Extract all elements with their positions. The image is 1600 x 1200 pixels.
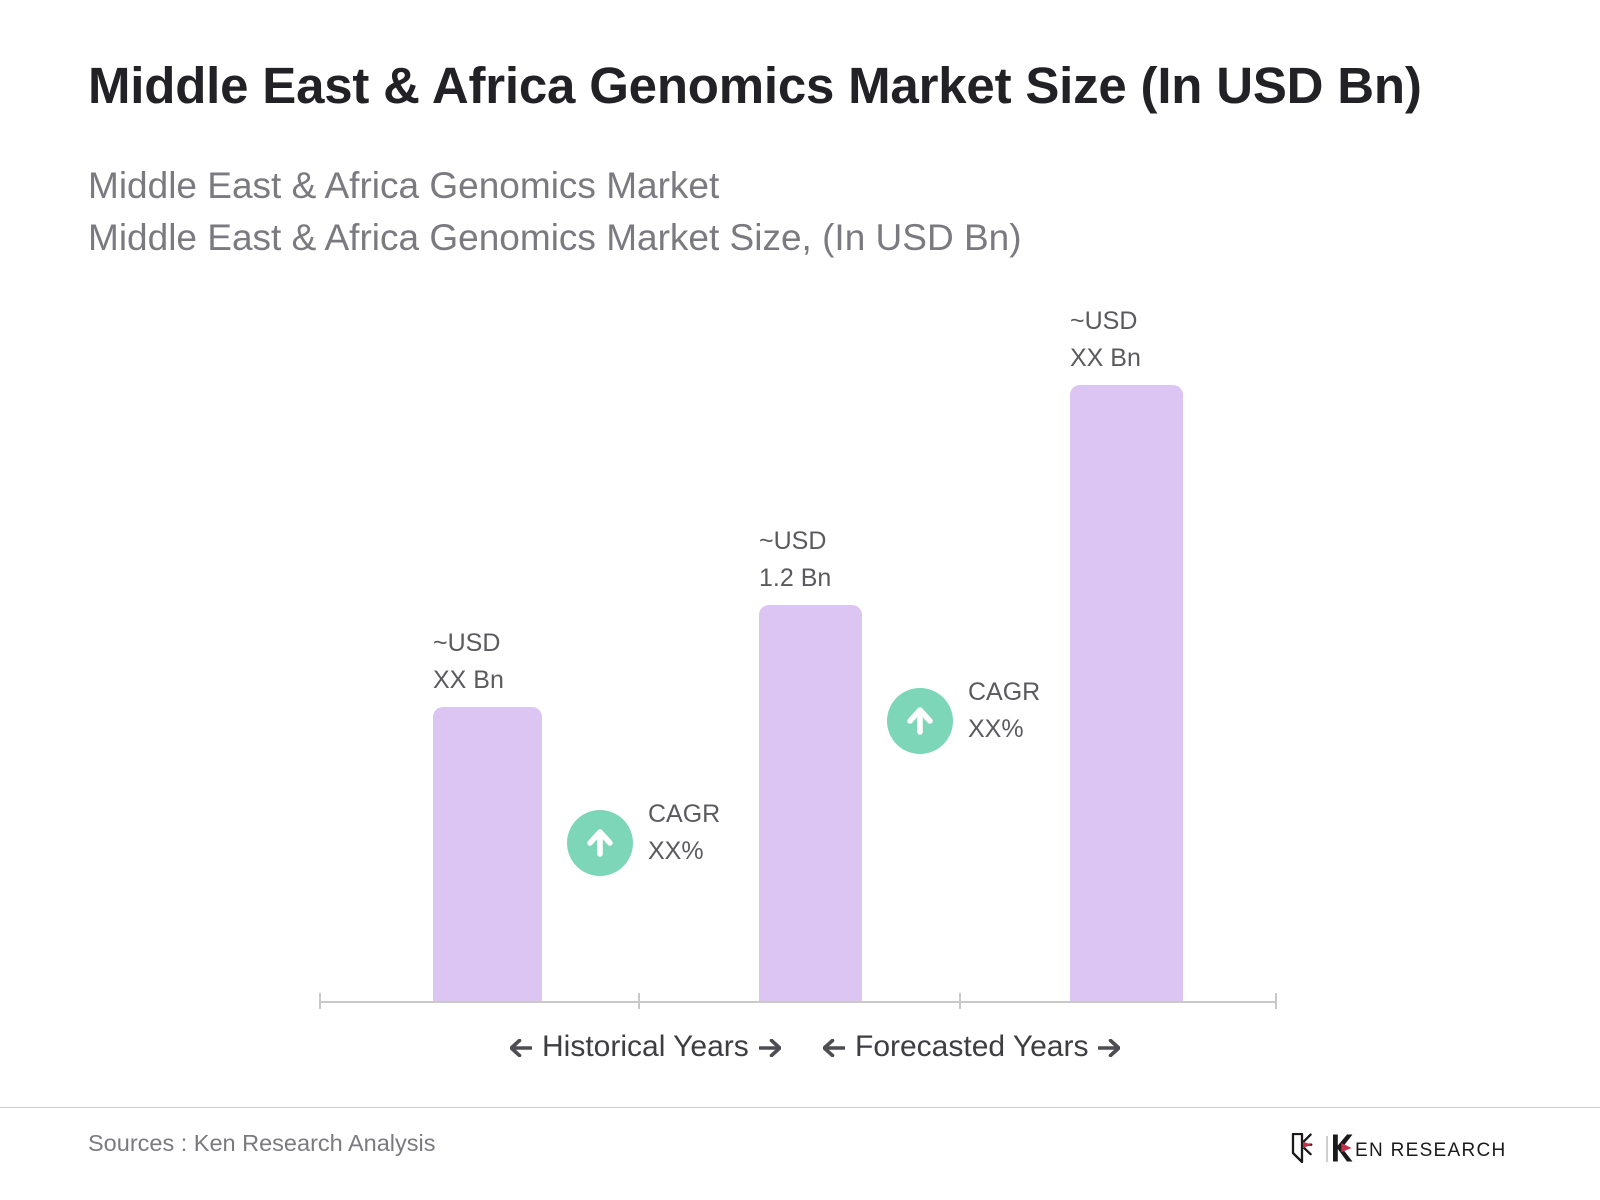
svg-text:EN RESEARCH: EN RESEARCH [1355,1140,1507,1161]
